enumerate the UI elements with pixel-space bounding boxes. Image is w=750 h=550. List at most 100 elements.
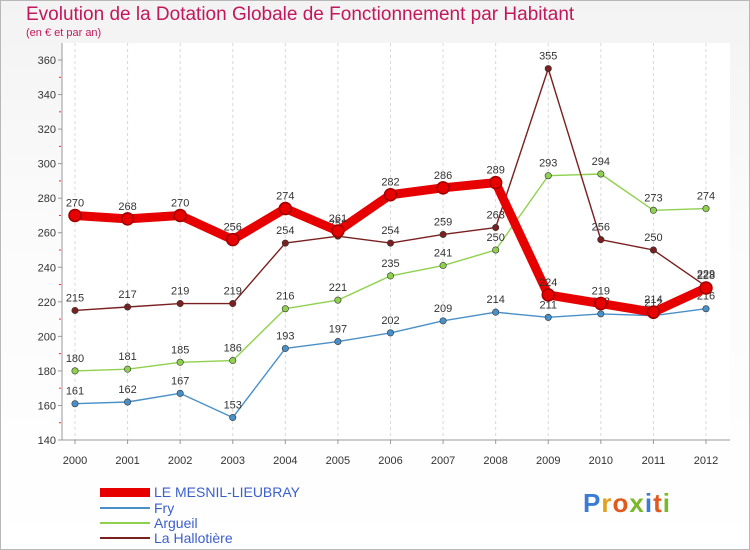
data-label-fry-2000: 161 xyxy=(66,386,84,398)
point-le-mesnil-lieubray-2006 xyxy=(383,187,398,202)
data-label-le-mesnil-lieubray-2004: 274 xyxy=(276,191,294,203)
data-label-fry-2005: 197 xyxy=(329,324,347,336)
legend-item-le-mesnil-lieubray: LE MESNIL-LIEUBRAY xyxy=(100,484,300,500)
data-label-fry-2003: 153 xyxy=(224,400,242,412)
x-tick-label-2011: 2011 xyxy=(642,455,666,467)
data-label-fry-2006: 202 xyxy=(381,315,399,327)
data-label-le-mesnil-lieubray-2008: 289 xyxy=(486,165,504,177)
legend-swatch xyxy=(100,522,150,524)
data-label-le-mesnil-lieubray-2009: 224 xyxy=(539,277,557,289)
legend-swatch xyxy=(100,537,150,539)
legend-label: Fry xyxy=(154,500,175,516)
point-fry-2009 xyxy=(544,313,552,321)
point-le-mesnil-lieubray-2011 xyxy=(646,305,661,319)
data-label-la-halloti-re-2007: 259 xyxy=(434,216,452,228)
data-label-fry-2007: 209 xyxy=(434,303,452,315)
y-tick-label-200: 200 xyxy=(38,331,56,343)
proxiti-logo: Proxiti xyxy=(583,488,671,519)
x-tick-label-2001: 2001 xyxy=(115,455,139,467)
point-fry-2010 xyxy=(597,310,605,318)
point-argueil-2003 xyxy=(229,357,237,365)
x-tick-label-2003: 2003 xyxy=(221,455,245,467)
point-la-halloti-re-2009 xyxy=(544,65,552,73)
y-tick-label-320: 320 xyxy=(38,124,56,136)
point-la-halloti-re-2004 xyxy=(281,239,289,247)
y-tick-label-220: 220 xyxy=(38,297,56,309)
point-fry-2003 xyxy=(229,414,237,422)
data-label-argueil-2010: 294 xyxy=(592,156,610,168)
data-label-argueil-2000: 180 xyxy=(66,353,84,365)
x-tick-label-2012: 2012 xyxy=(694,455,718,467)
point-fry-2002 xyxy=(176,389,184,397)
point-la-halloti-re-2011 xyxy=(649,246,657,254)
point-argueil-2004 xyxy=(281,305,289,313)
point-le-mesnil-lieubray-2004 xyxy=(278,201,293,216)
data-label-le-mesnil-lieubray-2005: 261 xyxy=(329,213,347,225)
data-label-argueil-2003: 186 xyxy=(224,343,242,355)
point-le-mesnil-lieubray-2010 xyxy=(594,296,608,311)
point-le-mesnil-lieubray-2005 xyxy=(331,224,345,238)
point-fry-2004 xyxy=(281,344,289,352)
data-label-le-mesnil-lieubray-2003: 256 xyxy=(224,222,242,234)
data-label-le-mesnil-lieubray-2011: 214 xyxy=(644,294,662,306)
point-la-halloti-re-2010 xyxy=(597,236,605,244)
data-label-argueil-2011: 273 xyxy=(644,192,662,204)
chart-subtitle: (en € et par an) xyxy=(26,27,102,39)
x-tick-label-2000: 2000 xyxy=(63,455,87,467)
x-tick-label-2010: 2010 xyxy=(589,455,613,467)
data-label-la-halloti-re-2009: 355 xyxy=(539,51,557,63)
data-label-le-mesnil-lieubray-2007: 286 xyxy=(434,170,452,182)
point-fry-2012 xyxy=(702,305,710,313)
point-fry-2001 xyxy=(124,398,132,406)
point-le-mesnil-lieubray-2012 xyxy=(699,281,713,295)
data-label-fry-2001: 162 xyxy=(118,384,136,396)
point-le-mesnil-lieubray-2009 xyxy=(541,288,555,302)
point-le-mesnil-lieubray-2002 xyxy=(173,208,187,223)
data-label-fry-2009: 211 xyxy=(539,299,557,311)
x-tick-label-2005: 2005 xyxy=(326,455,350,467)
data-label-argueil-2012: 274 xyxy=(697,191,715,203)
data-label-la-halloti-re-2011: 250 xyxy=(644,232,662,244)
data-label-la-halloti-re-2012: 229 xyxy=(697,268,715,280)
point-argueil-2006 xyxy=(386,272,394,280)
point-fry-2000 xyxy=(71,400,79,408)
point-le-mesnil-lieubray-2000 xyxy=(68,208,82,223)
legend-label: LE MESNIL-LIEUBRAY xyxy=(154,484,301,500)
point-fry-2006 xyxy=(386,329,394,337)
data-label-argueil-2007: 241 xyxy=(434,248,452,260)
point-argueil-2002 xyxy=(176,358,184,366)
logo-letter: x xyxy=(629,488,645,518)
point-la-halloti-re-2007 xyxy=(439,230,447,238)
data-label-la-halloti-re-2008: 263 xyxy=(486,210,504,222)
y-tick-label-160: 160 xyxy=(38,400,56,412)
point-la-halloti-re-2008 xyxy=(492,224,500,232)
y-tick-label-280: 280 xyxy=(38,193,56,205)
point-le-mesnil-lieubray-2007 xyxy=(436,181,450,195)
y-tick-label-240: 240 xyxy=(38,262,56,274)
point-le-mesnil-lieubray-2001 xyxy=(120,212,135,226)
point-la-halloti-re-2001 xyxy=(124,303,132,311)
point-fry-2008 xyxy=(492,308,500,316)
data-label-argueil-2001: 181 xyxy=(118,351,136,363)
point-argueil-2005 xyxy=(334,296,342,304)
point-le-mesnil-lieubray-2003 xyxy=(226,232,240,247)
data-label-argueil-2002: 185 xyxy=(171,344,189,356)
logo-letter: i xyxy=(662,488,671,518)
point-argueil-2007 xyxy=(439,262,447,270)
y-tick-label-340: 340 xyxy=(38,90,56,102)
point-fry-2005 xyxy=(334,338,342,346)
y-tick-label-300: 300 xyxy=(38,159,56,171)
x-tick-label-2009: 2009 xyxy=(536,455,560,467)
data-label-le-mesnil-lieubray-2001: 268 xyxy=(118,201,136,213)
data-label-le-mesnil-lieubray-2012: 228 xyxy=(697,270,715,282)
x-tick-label-2007: 2007 xyxy=(431,455,455,467)
point-argueil-2012 xyxy=(702,205,710,213)
data-label-le-mesnil-lieubray-2010: 219 xyxy=(592,286,610,298)
legend-label: La Hallotière xyxy=(154,530,233,546)
x-tick-label-2004: 2004 xyxy=(273,455,297,467)
data-label-la-halloti-re-2000: 215 xyxy=(66,292,84,304)
y-tick-label-140: 140 xyxy=(38,435,56,447)
legend-item-argueil: Argueil xyxy=(100,515,198,531)
data-label-la-halloti-re-2003: 219 xyxy=(224,286,242,298)
point-argueil-2001 xyxy=(124,365,132,373)
